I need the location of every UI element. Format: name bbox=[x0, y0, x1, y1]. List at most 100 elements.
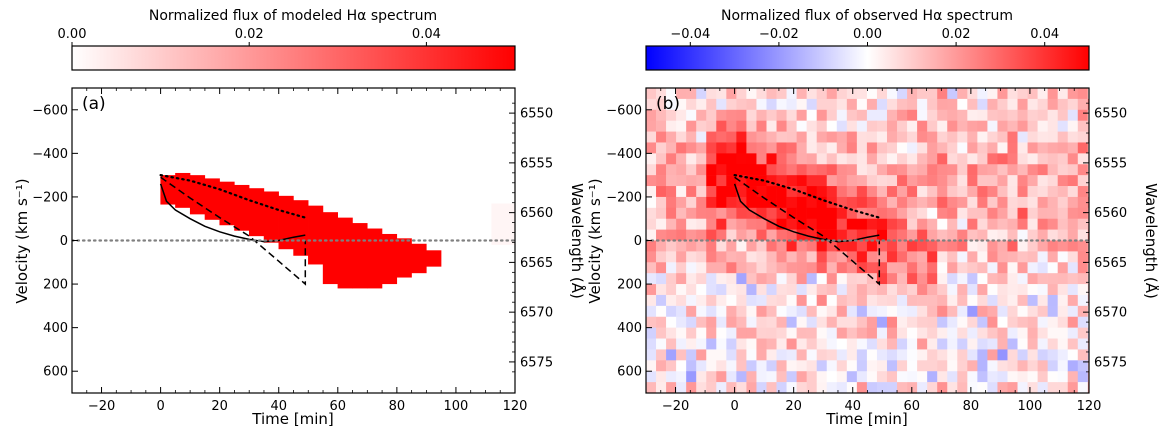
heatmap-cell bbox=[646, 382, 657, 393]
heatmap-cell bbox=[967, 218, 978, 230]
heatmap-cell bbox=[1027, 88, 1038, 100]
heatmap-cell bbox=[756, 349, 767, 361]
heatmap-cell bbox=[917, 327, 928, 339]
heatmap-cell bbox=[656, 371, 667, 383]
heatmap-cell bbox=[846, 327, 858, 339]
heatmap-cell bbox=[1077, 262, 1089, 274]
heatmap-cell bbox=[656, 120, 667, 132]
heatmap-cell bbox=[856, 327, 868, 339]
heatmap-cell bbox=[876, 218, 888, 230]
heatmap-cell bbox=[876, 360, 888, 372]
heatmap-cell bbox=[917, 284, 928, 296]
heatmap-cell bbox=[686, 142, 697, 154]
heatmap-cell bbox=[706, 251, 717, 263]
heatmap-cell bbox=[1037, 273, 1048, 285]
overlay-dotted-line bbox=[159, 174, 307, 219]
heatmap-cell bbox=[836, 164, 848, 176]
heatmap-cell bbox=[666, 251, 677, 263]
heatmap-cell bbox=[917, 338, 928, 350]
heatmap-cell bbox=[937, 349, 948, 361]
heatmap-cell bbox=[947, 251, 958, 263]
heatmap-cell bbox=[756, 88, 767, 100]
heatmap-cell bbox=[826, 305, 838, 318]
heatmap-cell bbox=[706, 284, 717, 296]
heatmap-cell bbox=[947, 284, 958, 296]
heatmap-cell bbox=[726, 229, 737, 241]
heatmap-cell bbox=[726, 120, 737, 132]
heatmap-cell bbox=[646, 371, 657, 383]
heatmap-cell bbox=[646, 175, 657, 187]
heatmap-cell bbox=[716, 109, 727, 121]
heatmap-cell bbox=[746, 371, 757, 383]
heatmap-cell bbox=[927, 88, 938, 100]
heatmap-cell bbox=[907, 131, 918, 143]
heatmap-cell bbox=[1007, 240, 1018, 252]
heatmap-cell bbox=[716, 262, 727, 274]
heatmap-cell bbox=[766, 207, 777, 220]
heatmap-cell bbox=[1017, 338, 1028, 350]
heatmap-cell bbox=[646, 207, 657, 220]
heatmap-cell bbox=[746, 294, 757, 307]
heatmap-cell bbox=[676, 131, 687, 143]
heatmap-cell bbox=[927, 338, 938, 350]
heatmap-cell bbox=[666, 229, 677, 241]
heatmap-cell bbox=[967, 207, 978, 220]
y-tick-label: 400 bbox=[43, 321, 68, 336]
heatmap-cell bbox=[937, 316, 948, 328]
heatmap-cell bbox=[846, 131, 858, 143]
heatmap-cell bbox=[1037, 218, 1048, 230]
heatmap-cell bbox=[766, 251, 777, 263]
y-axis-a-title: Velocity (km s⁻¹) bbox=[13, 178, 31, 303]
heatmap-cell bbox=[967, 382, 978, 393]
heatmap-cell bbox=[666, 218, 677, 230]
heatmap-cell bbox=[927, 327, 938, 339]
heatmap-cell bbox=[696, 360, 707, 372]
heatmap-cell bbox=[1077, 164, 1089, 176]
heatmap-cell bbox=[897, 153, 908, 165]
heatmap-cell bbox=[716, 284, 727, 296]
heatmap-cell bbox=[666, 371, 677, 383]
heatmap-cell bbox=[756, 371, 767, 383]
heatmap-cell bbox=[806, 294, 818, 307]
heatmap-cell bbox=[1067, 98, 1079, 111]
heatmap-cell bbox=[1007, 316, 1018, 328]
heatmap-cell bbox=[676, 196, 687, 209]
heatmap-cell bbox=[726, 153, 737, 165]
colorbar-b: Normalized flux of observed Hα spectrum … bbox=[645, 8, 1090, 71]
heatmap-cell bbox=[957, 262, 968, 274]
heatmap-cell bbox=[816, 284, 828, 296]
heatmap-cell bbox=[947, 316, 958, 328]
heatmap-cell bbox=[726, 349, 737, 361]
heatmap-cell bbox=[686, 349, 697, 361]
heatmap-cell bbox=[836, 142, 848, 154]
heatmap-cell bbox=[816, 131, 828, 143]
heatmap-cell bbox=[706, 175, 717, 187]
heatmap-column bbox=[381, 233, 398, 285]
heatmap-cell bbox=[776, 164, 787, 176]
heatmap-cell bbox=[957, 164, 968, 176]
heatmap-cell bbox=[967, 262, 978, 274]
heatmap-cell bbox=[1047, 240, 1058, 252]
heatmap-cell bbox=[676, 327, 687, 339]
heatmap-cell bbox=[1027, 262, 1038, 274]
heatmap-cell bbox=[786, 349, 797, 361]
heatmap-cell bbox=[977, 338, 988, 350]
heatmap-cell bbox=[846, 382, 858, 393]
heatmap-cell bbox=[726, 218, 737, 230]
heatmap-cell bbox=[756, 327, 767, 339]
heatmap-cell bbox=[856, 186, 868, 198]
heatmap-cell bbox=[756, 284, 767, 296]
heatmap-cell bbox=[876, 153, 888, 165]
heatmap-cell bbox=[917, 164, 928, 176]
heatmap-cell bbox=[766, 305, 777, 318]
heatmap-cell bbox=[716, 349, 727, 361]
heatmap-cell bbox=[1017, 153, 1028, 165]
heatmap-cell bbox=[696, 251, 707, 263]
heatmap-cell bbox=[676, 186, 687, 198]
heatmap-cell bbox=[786, 218, 797, 230]
heatmap-cell bbox=[886, 164, 898, 176]
heatmap-cell bbox=[977, 88, 988, 100]
x-tick-label: 60 bbox=[330, 399, 347, 414]
heatmap-cell bbox=[726, 175, 737, 187]
heatmap-cell bbox=[1017, 273, 1028, 285]
